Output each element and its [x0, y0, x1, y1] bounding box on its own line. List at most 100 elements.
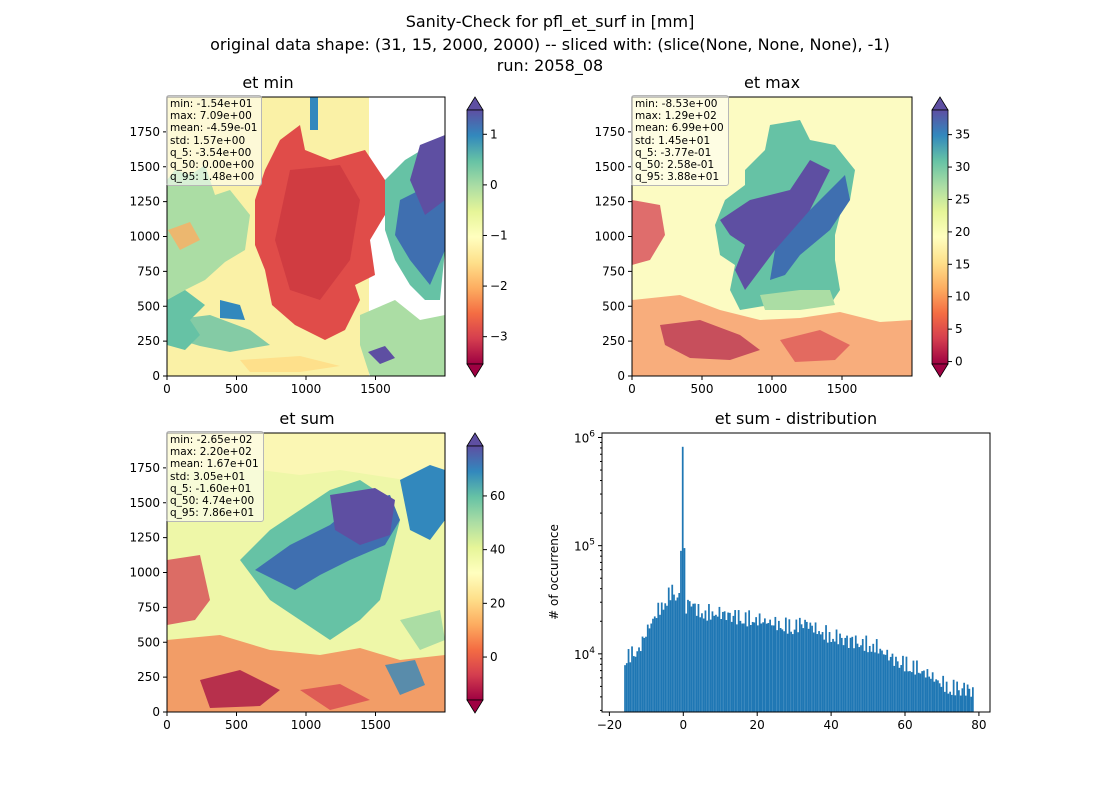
histogram-bar [660, 602, 663, 712]
histogram-bar [716, 616, 719, 712]
y-tick-label: 1500 [129, 160, 160, 174]
panel-title: et min [242, 73, 293, 92]
histogram-bar [624, 665, 626, 712]
histogram-bar [746, 626, 749, 712]
histogram-bar [835, 629, 838, 712]
y-tick-label: 500 [137, 299, 160, 313]
panel-title: et sum - distribution [715, 409, 877, 428]
histogram-bar [769, 619, 771, 712]
histogram-bar [741, 623, 744, 712]
histogram-bar [872, 643, 875, 712]
axes-frame [601, 432, 991, 713]
x-tick-label: 0 [163, 718, 171, 732]
y-tick-label: 106 [574, 429, 595, 445]
histogram-bar [730, 621, 733, 712]
histogram-bar [833, 641, 836, 712]
histogram-bar [919, 673, 922, 712]
histogram-bar [748, 610, 751, 712]
panel-title: et max [744, 73, 800, 92]
histogram-bar [706, 620, 709, 712]
y-tick-label: 0 [617, 369, 625, 383]
y-tick-label: 1250 [129, 531, 160, 545]
histogram-bar [877, 653, 880, 712]
histogram-bar [807, 628, 810, 712]
colorbar-tick-label: 25 [955, 192, 970, 206]
histogram-bar [935, 679, 938, 712]
x-tick-label: 1500 [360, 382, 391, 396]
colorbar-et-max [931, 96, 949, 378]
histogram-bar [947, 693, 950, 712]
histogram-bar [701, 613, 703, 712]
histogram-bar [795, 619, 798, 712]
histogram-bar [886, 649, 889, 712]
colorbar-tick-label: 20 [490, 596, 505, 610]
histogram-bar [779, 628, 782, 712]
histogram-bar [907, 671, 910, 712]
colorbar-tick-label: −2 [490, 279, 508, 293]
stat-line: max: 1.29e+02 [635, 110, 717, 123]
x-tick-label: 500 [225, 382, 248, 396]
stat-line: min: -2.65e+02 [170, 434, 253, 446]
y-tick-label: 250 [137, 670, 160, 684]
histogram-bar [625, 663, 628, 712]
histogram-bar [937, 680, 939, 712]
histogram-bar [788, 619, 791, 712]
y-tick-label: 1250 [129, 195, 160, 209]
colorbar-tick-label: 15 [955, 257, 970, 271]
histogram-bar [842, 645, 845, 712]
y-tick-label: 1000 [594, 230, 625, 244]
y-tick-label: 500 [602, 299, 625, 313]
histogram-bar [830, 641, 833, 712]
histogram-bar [938, 683, 941, 712]
histogram-bar [863, 650, 866, 712]
histogram-bar [734, 610, 737, 712]
histogram-bar [694, 603, 696, 712]
stat-line: q_5: -1.60e+01 [170, 482, 252, 495]
histogram-bar [755, 617, 758, 712]
histogram-bar [736, 624, 738, 712]
stats-box-et-min: min: -1.54e+01 max: 7.09e+00 mean: -4.59… [166, 95, 263, 187]
histogram-bar [809, 622, 812, 712]
histogram-bar [956, 681, 959, 712]
histogram-bar [856, 643, 859, 712]
histogram-bar [958, 690, 960, 712]
histogram-bar [949, 691, 952, 712]
panel-title: et sum [279, 409, 334, 428]
y-tick-label: 750 [602, 264, 625, 278]
stat-line: q_50: 0.00e+00 [170, 159, 255, 172]
figure-title-line2: original data shape: (31, 15, 2000, 2000… [210, 35, 890, 54]
histogram-bar [840, 637, 843, 712]
y-tick-label: 0 [152, 705, 160, 719]
stat-line: q_5: -3.77e-01 [635, 146, 712, 159]
histogram-bar [816, 634, 819, 712]
y-tick-label: 104 [574, 646, 595, 662]
histogram-bar [879, 648, 882, 712]
x-tick-label: 1500 [360, 718, 391, 732]
histogram-bar [634, 656, 637, 712]
histogram-bar [744, 612, 747, 712]
y-tick-label: 750 [137, 600, 160, 614]
histogram-bar [723, 611, 726, 712]
histogram-bar [884, 654, 887, 712]
y-axis-label: # of occurrence [547, 524, 561, 620]
colorbar-tick-label: 0 [490, 650, 498, 664]
histogram-bar [776, 630, 778, 712]
histogram-bar [903, 671, 906, 712]
histogram-bar [961, 688, 964, 712]
histogram-bar [718, 606, 721, 712]
histogram-bar [858, 647, 861, 712]
histogram-bar [924, 677, 927, 712]
histogram-bar [732, 615, 735, 712]
histogram-bar [763, 618, 766, 712]
x-tick-label: 500 [225, 718, 248, 732]
histogram-bar [699, 617, 702, 712]
histogram-bar [669, 600, 672, 712]
histogram-bar [814, 622, 817, 712]
histogram-bar [826, 642, 829, 712]
stat-line: min: -8.53e+00 [635, 98, 718, 110]
histogram-bar [944, 691, 946, 712]
histogram-bar [722, 611, 724, 712]
histogram-bar [818, 631, 820, 712]
histogram-bar [865, 635, 868, 712]
histogram-bar [798, 617, 801, 712]
